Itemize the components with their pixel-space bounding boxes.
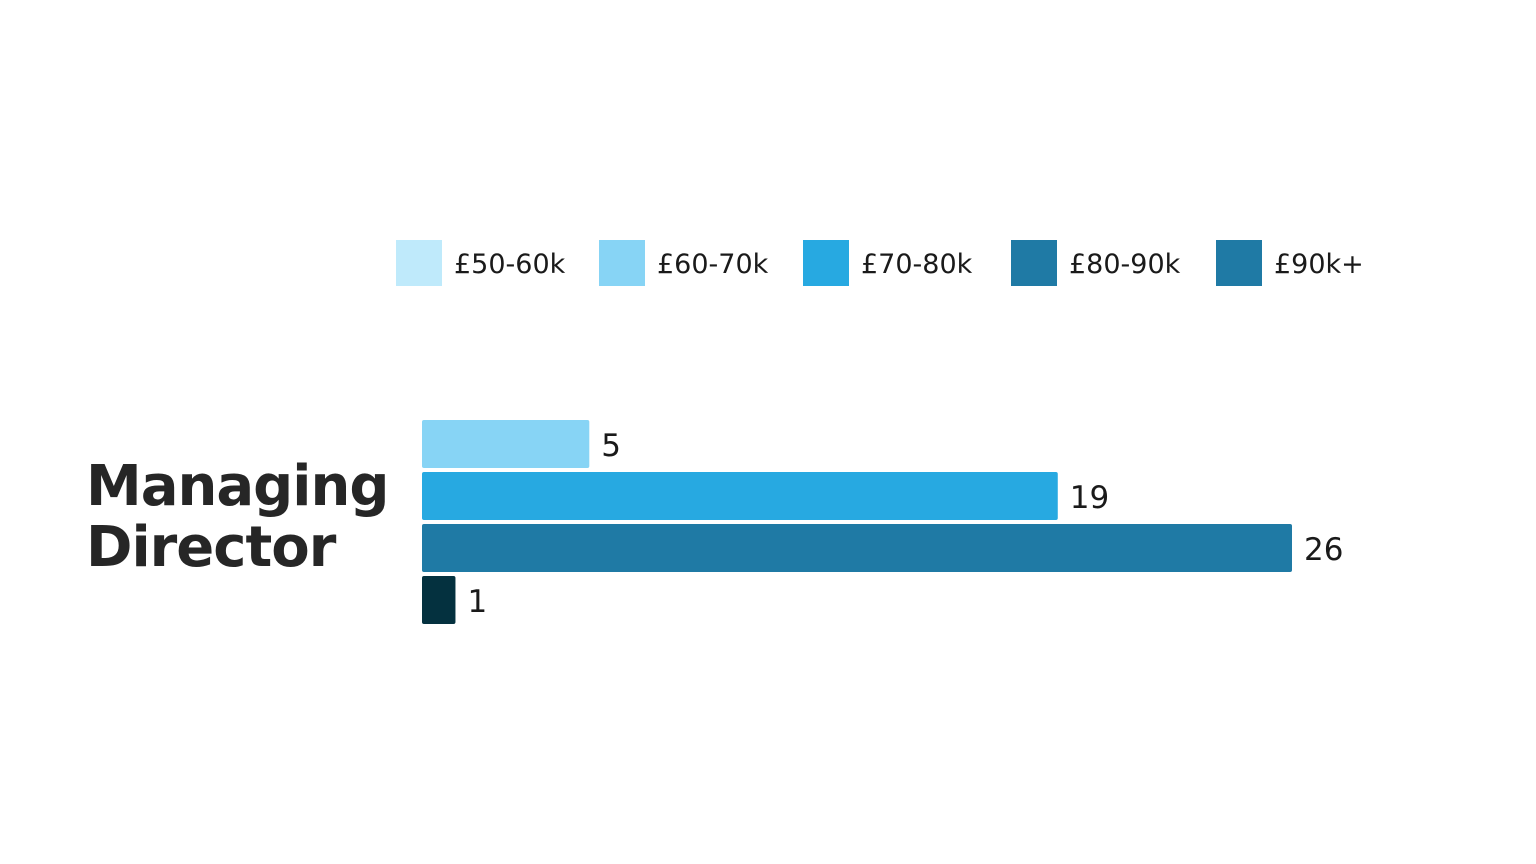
category-label-line-2: Director	[86, 515, 337, 580]
bar-1	[422, 420, 590, 468]
bar-4	[422, 576, 456, 624]
legend-swatch-4	[1011, 240, 1057, 286]
legend-label-4: £80-90k	[1069, 249, 1181, 280]
category-axis-label: Managing Director	[86, 454, 389, 580]
category-label-line-1: Managing	[86, 454, 388, 519]
legend-swatch-1	[396, 240, 442, 286]
bar-2	[422, 472, 1058, 520]
legend-swatch-3	[803, 240, 849, 286]
bar-3	[422, 524, 1292, 572]
bar-value-label-2: 19	[1070, 480, 1109, 516]
bar-value-label-4: 1	[467, 584, 487, 620]
legend-label-5: £90k+	[1274, 249, 1364, 280]
legend-label-1: £50-60k	[454, 249, 566, 280]
legend-label-2: £60-70k	[657, 249, 769, 280]
bar-value-label-3: 26	[1304, 532, 1343, 568]
legend-swatch-5	[1216, 240, 1262, 286]
legend-swatch-2	[599, 240, 645, 286]
bar-value-label-1: 5	[601, 428, 621, 464]
bars-group: 5 19 26 1	[422, 420, 1343, 624]
chart-legend: £50-60k £60-70k £70-80k £80-90k £90k+	[396, 240, 1364, 286]
legend-label-3: £70-80k	[861, 249, 973, 280]
